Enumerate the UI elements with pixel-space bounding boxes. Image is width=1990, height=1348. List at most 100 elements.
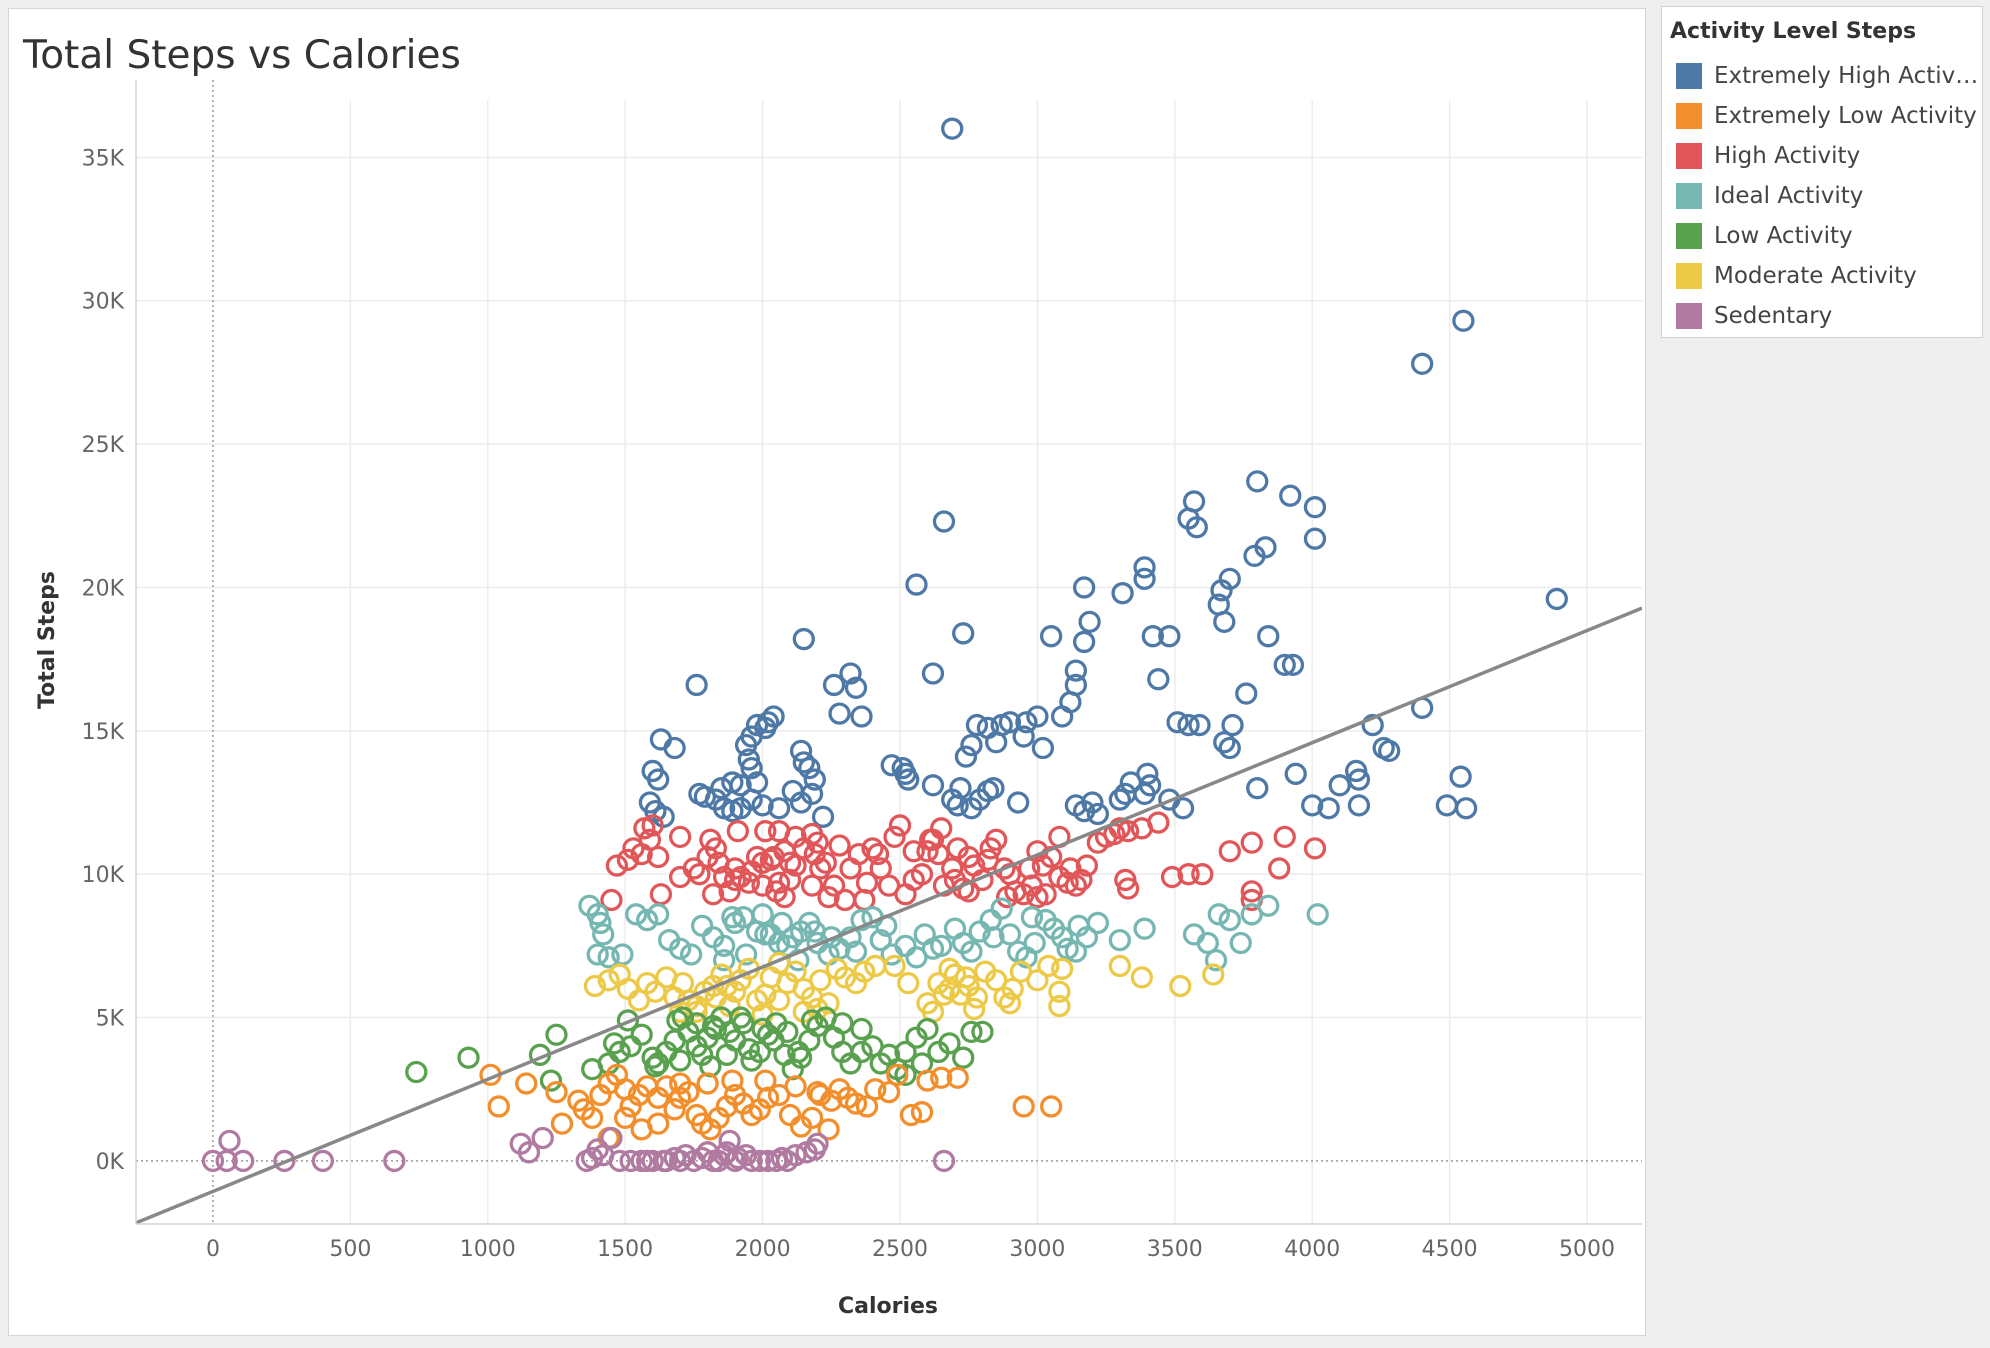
point-extremely-high-activity	[1188, 713, 1211, 737]
point-ideal-activity	[770, 911, 793, 935]
point-extremely-low-activity	[817, 1118, 840, 1141]
point-ideal-activity	[1207, 903, 1230, 926]
legend-item[interactable]: Sedentary	[1676, 301, 1832, 331]
legend-label: High Activity	[1714, 143, 1861, 169]
point-extremely-high-activity	[965, 713, 989, 737]
point-extremely-low-activity	[784, 1075, 807, 1098]
point-high-activity	[996, 885, 1019, 909]
point-extremely-high-activity	[1303, 496, 1327, 519]
x-tick-label: 2000	[735, 1237, 791, 1262]
point-high-activity	[751, 874, 774, 897]
point-high-activity	[1160, 865, 1184, 889]
point-high-activity	[718, 880, 741, 903]
legend-item[interactable]: Extremely High Activ…	[1676, 61, 1978, 91]
point-high-activity	[877, 874, 901, 897]
legend-item[interactable]: Moderate Activity	[1676, 261, 1917, 291]
x-tick-label: 2500	[872, 1237, 928, 1262]
point-high-activity	[803, 842, 826, 866]
point-ideal-activity	[586, 943, 609, 966]
legend-item[interactable]: High Activity	[1676, 141, 1860, 171]
point-ideal-activity	[592, 923, 615, 946]
point-moderate-activity	[963, 997, 986, 1021]
point-moderate-activity	[938, 977, 961, 1001]
point-ideal-activity	[721, 906, 744, 929]
trend-line-layer	[136, 606, 1642, 1224]
legend-item[interactable]: Ideal Activity	[1676, 181, 1863, 211]
point-ideal-activity	[1067, 914, 1090, 937]
point-extremely-high-activity	[1301, 794, 1324, 817]
point-low-activity	[960, 1020, 983, 1044]
point-low-activity	[405, 1060, 428, 1084]
point-high-activity	[1075, 854, 1099, 877]
legend-swatch	[1676, 63, 1702, 89]
point-ideal-activity	[1218, 908, 1241, 932]
point-high-activity	[817, 885, 840, 909]
chart-panel: Total Steps vs Calories	[8, 8, 1646, 1336]
x-axis-label: Calories	[838, 1294, 938, 1319]
point-extremely-high-activity	[745, 713, 769, 737]
point-sedentary	[273, 1149, 296, 1173]
point-high-activity	[985, 828, 1008, 851]
point-extremely-high-activity	[850, 705, 873, 728]
point-ideal-activity	[611, 943, 634, 966]
point-moderate-activity	[853, 960, 876, 983]
point-high-activity	[605, 854, 629, 877]
point-high-activity	[1034, 883, 1057, 906]
point-low-activity	[748, 1040, 771, 1064]
point-sedentary	[531, 1126, 554, 1150]
point-extremely-high-activity	[734, 734, 758, 757]
point-moderate-activity	[597, 969, 620, 992]
point-extremely-high-activity	[960, 734, 983, 757]
point-ideal-activity	[850, 908, 873, 932]
point-extremely-high-activity	[952, 622, 975, 645]
point-ideal-activity	[1023, 931, 1046, 955]
point-high-activity	[869, 857, 892, 880]
point-low-activity	[751, 1017, 774, 1041]
point-low-activity	[619, 1035, 642, 1058]
point-extremely-high-activity	[1072, 799, 1096, 823]
point-extremely-low-activity	[855, 1095, 879, 1118]
point-ideal-activity	[712, 949, 736, 972]
point-low-activity	[894, 1040, 917, 1064]
point-extremely-high-activity	[740, 788, 763, 811]
point-ideal-activity	[820, 926, 843, 949]
point-ideal-activity	[1086, 911, 1110, 935]
point-low-activity	[850, 1040, 873, 1064]
point-extremely-high-activity	[1221, 713, 1244, 737]
point-moderate-activity	[723, 980, 747, 1003]
point-extremely-low-activity	[806, 1080, 829, 1104]
point-high-activity	[916, 840, 939, 863]
legend-item[interactable]: Low Activity	[1676, 221, 1853, 251]
legend-label: Moderate Activity	[1714, 263, 1917, 289]
point-high-activity	[1273, 825, 1296, 849]
point-ideal-activity	[589, 911, 612, 935]
y-tick-label: 25K	[82, 433, 125, 458]
legend-item[interactable]: Extremely Low Activity	[1676, 101, 1977, 131]
point-extremely-high-activity	[921, 774, 945, 797]
point-moderate-activity	[767, 989, 791, 1012]
point-sedentary	[517, 1141, 541, 1164]
point-ideal-activity	[806, 931, 829, 955]
x-tick-label: 500	[329, 1237, 371, 1262]
point-ideal-activity	[668, 937, 692, 960]
point-extremely-high-activity	[803, 768, 826, 791]
point-ideal-activity	[679, 943, 703, 966]
point-ideal-activity	[734, 943, 758, 966]
y-axis-label: Total Steps	[35, 571, 60, 709]
point-sedentary	[784, 1144, 807, 1167]
point-high-activity	[1064, 874, 1088, 897]
point-extremely-high-activity	[1177, 713, 1200, 737]
point-extremely-high-activity	[1328, 774, 1351, 797]
point-extremely-high-activity	[1133, 567, 1156, 590]
point-sedentary	[218, 1129, 241, 1152]
point-ideal-activity	[712, 934, 736, 958]
point-extremely-low-activity	[778, 1103, 802, 1127]
point-high-activity	[932, 874, 956, 897]
point-extremely-high-activity	[1452, 309, 1475, 332]
point-extremely-high-activity	[685, 673, 708, 697]
point-extremely-high-activity	[792, 751, 815, 774]
point-low-activity	[539, 1069, 563, 1092]
point-low-activity	[971, 1020, 994, 1044]
point-ideal-activity	[1133, 917, 1156, 940]
point-high-activity	[699, 828, 722, 851]
